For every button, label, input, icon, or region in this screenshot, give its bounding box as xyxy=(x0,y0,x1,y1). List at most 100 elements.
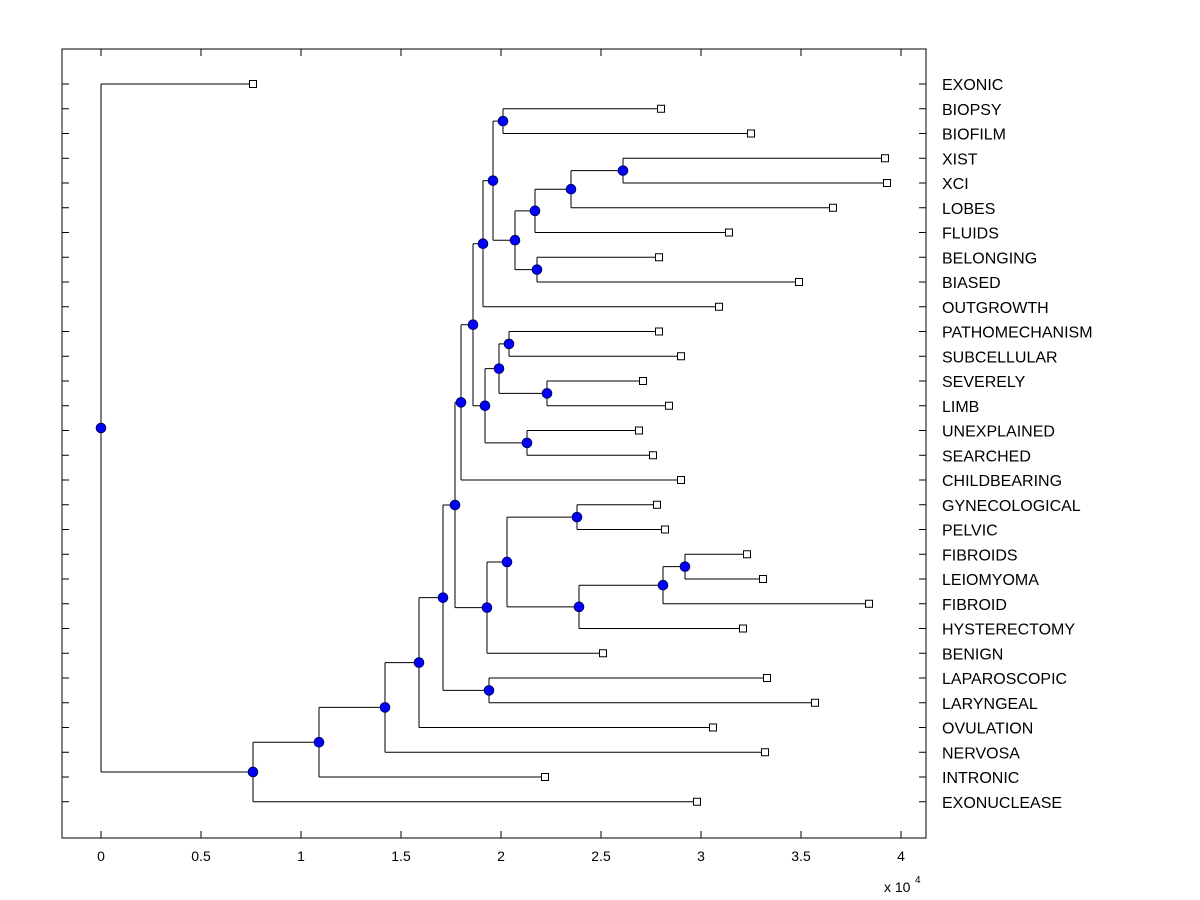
merge-node xyxy=(483,685,495,696)
merge-node xyxy=(571,511,583,523)
leaf-marker xyxy=(665,401,673,410)
leaf-marker xyxy=(693,797,701,806)
leaf-label: SUBCELLULAR xyxy=(942,349,1058,366)
leaf-label: PELVIC xyxy=(942,523,998,540)
merge-node xyxy=(541,388,553,399)
leaf-label: BELONGING xyxy=(942,250,1037,267)
leaf-label: HYSTERECTOMY xyxy=(942,622,1075,639)
merge-node xyxy=(493,363,505,374)
leaf-marker xyxy=(657,104,665,113)
leaf-marker xyxy=(541,773,549,781)
leaf-labels: EXONIC BIOPSY BIOFILM XIST XCI LOBES FLUIDS BEL… xyxy=(942,77,1093,812)
plot-area xyxy=(61,48,927,839)
leaf-marker xyxy=(883,179,891,187)
leaf-marker xyxy=(677,476,685,484)
merge-node xyxy=(95,422,107,434)
merge-node xyxy=(529,205,541,217)
leaf-marker xyxy=(655,253,663,262)
leaf-marker xyxy=(725,228,733,237)
merge-node xyxy=(657,579,669,591)
x-tick-label: 2 xyxy=(497,848,505,864)
merge-node xyxy=(487,175,499,186)
leaf-marker xyxy=(715,302,723,311)
leaf-marker xyxy=(743,550,751,559)
leaf-label: BENIGN xyxy=(942,646,1003,663)
leaf-marker xyxy=(649,451,657,460)
leaf-marker xyxy=(759,575,767,583)
merge-node xyxy=(617,165,629,176)
x-tick-label: 4 xyxy=(897,848,905,864)
leaf-marker xyxy=(763,674,771,682)
leaf-label: XIST xyxy=(942,151,978,168)
x-tick-label: 0.5 xyxy=(191,848,211,864)
leaf-marker xyxy=(635,426,643,435)
leaf-marker xyxy=(661,525,669,534)
leaf-label: LEIOMYOMA xyxy=(942,572,1039,589)
merge-node xyxy=(509,234,521,246)
merge-node xyxy=(573,601,585,613)
merge-node xyxy=(565,183,577,195)
merge-node xyxy=(247,766,259,778)
leaf-marker xyxy=(677,352,685,361)
merge-node xyxy=(497,115,509,127)
merge-node xyxy=(521,437,533,449)
merge-node xyxy=(467,319,479,331)
leaf-marker xyxy=(249,80,257,88)
leaf-marker xyxy=(639,377,647,385)
x-tick-label: 3.5 xyxy=(791,848,811,864)
leaf-marker xyxy=(795,278,803,286)
leaf-label: LOBES xyxy=(942,201,995,218)
merge-node xyxy=(503,338,515,350)
leaf-label: SEARCHED xyxy=(942,448,1031,465)
leaf-label: OVULATION xyxy=(942,721,1033,738)
leaf-label: FLUIDS xyxy=(942,226,999,243)
leaf-label: UNEXPLAINED xyxy=(942,424,1055,441)
leaf-label: BIASED xyxy=(942,275,1001,292)
leaf-label: LAPAROSCOPIC xyxy=(942,671,1067,688)
merge-node xyxy=(531,264,543,275)
merge-node xyxy=(481,602,493,613)
x-multiplier-exponent: 4 xyxy=(915,875,921,886)
leaf-label: OUTGROWTH xyxy=(942,300,1049,317)
leaf-marker xyxy=(655,327,663,336)
leaf-marker xyxy=(829,203,837,212)
x-tick-label: 3 xyxy=(697,848,705,864)
merge-node xyxy=(379,702,391,713)
merge-node xyxy=(479,400,491,412)
merge-node xyxy=(313,736,325,748)
x-tick-label: 1 xyxy=(297,848,305,864)
merge-node xyxy=(455,397,467,408)
leaf-label: FIBROID xyxy=(942,597,1007,614)
merge-node xyxy=(413,657,425,668)
leaf-marker xyxy=(811,698,819,707)
leaf-label: CHILDBEARING xyxy=(942,473,1062,490)
leaf-marker xyxy=(599,649,607,658)
leaf-marker xyxy=(709,723,717,732)
leaf-marker xyxy=(881,154,889,163)
leaf-label: XCI xyxy=(942,176,969,193)
merge-node xyxy=(477,238,489,250)
leaf-marker xyxy=(747,129,755,138)
merge-node xyxy=(679,561,691,572)
merge-node xyxy=(449,499,461,511)
leaf-label: LARYNGEAL xyxy=(942,696,1038,713)
x-multiplier: x 10 xyxy=(884,879,911,895)
leaf-label: GYNECOLOGICAL xyxy=(942,498,1081,515)
leaf-label: INTRONIC xyxy=(942,770,1019,787)
leaf-marker xyxy=(653,500,661,509)
merge-node xyxy=(501,556,513,568)
leaf-label: PATHOMECHANISM xyxy=(942,325,1093,342)
leaf-label: EXONIC xyxy=(942,77,1003,94)
leaf-label: SEVERELY xyxy=(942,374,1026,391)
leaf-marker xyxy=(739,624,747,633)
x-axis: 0 0.5 1 1.5 2 2.5 3 3.5 4 xyxy=(97,49,905,864)
leaf-label: NERVOSA xyxy=(942,745,1020,762)
x-tick-label: 1.5 xyxy=(391,848,411,864)
x-tick-label: 0 xyxy=(97,848,105,864)
leaf-marker xyxy=(761,748,769,757)
dendrogram-nodes xyxy=(95,115,691,778)
leaf-label: BIOPSY xyxy=(942,102,1002,119)
leaf-markers xyxy=(249,80,891,806)
leaf-label: FIBROIDS xyxy=(942,547,1018,564)
